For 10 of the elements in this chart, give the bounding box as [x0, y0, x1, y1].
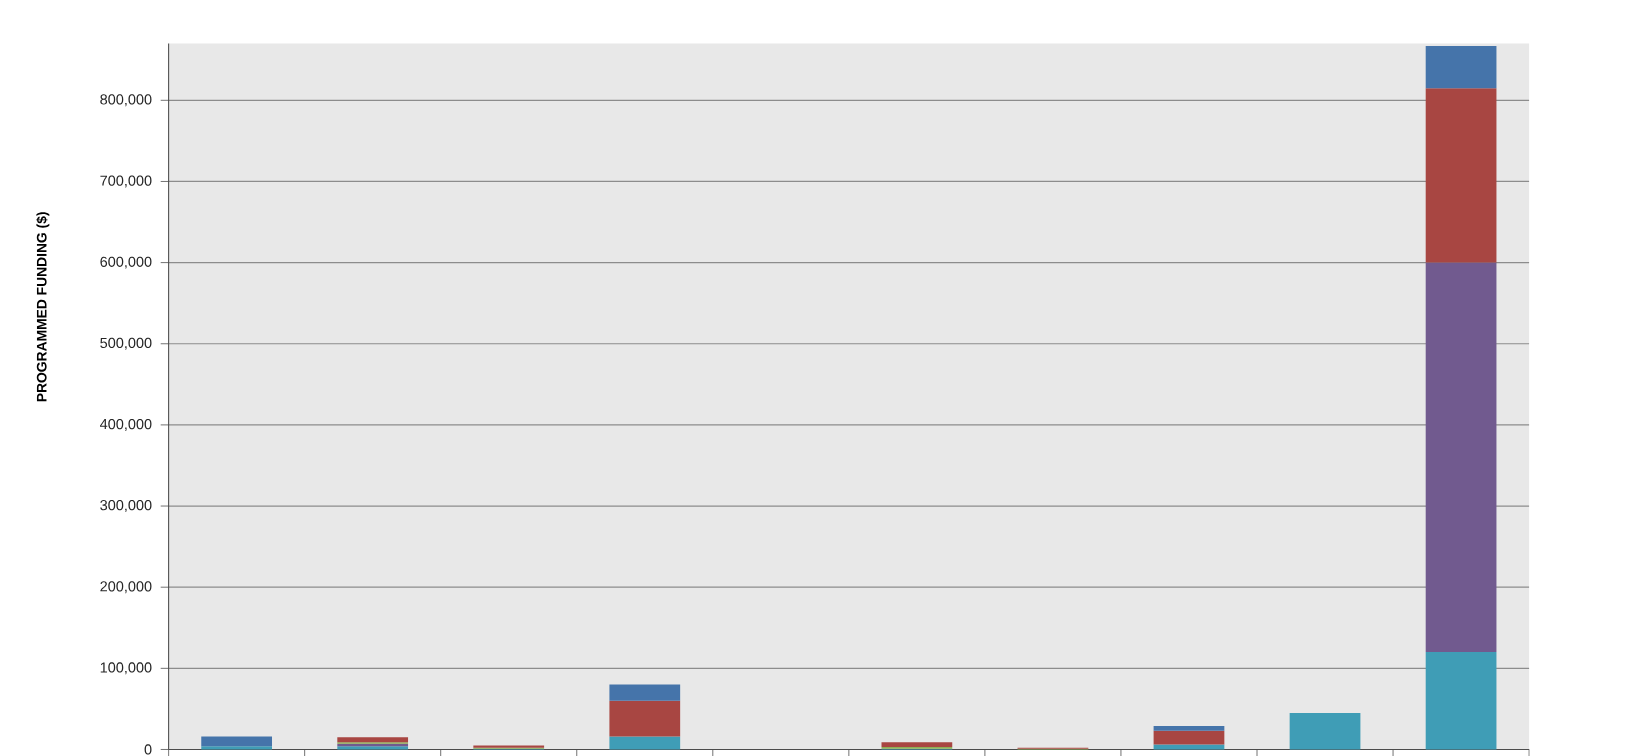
y-tick-label: 800,000: [100, 94, 152, 107]
y-tick-label: 300,000: [100, 499, 152, 512]
y-tick-label: 0: [144, 744, 152, 755]
y-tick-label: 600,000: [100, 256, 152, 269]
y-tick-label: 100,000: [100, 662, 152, 675]
y-tick-label: 700,000: [100, 175, 152, 188]
y-axis-title: PROGRAMMED FUNDING ($): [36, 212, 50, 402]
y-tick-label: 200,000: [100, 581, 152, 593]
y-tick-label: 400,000: [100, 418, 152, 431]
y-tick-label: 500,000: [100, 337, 152, 350]
